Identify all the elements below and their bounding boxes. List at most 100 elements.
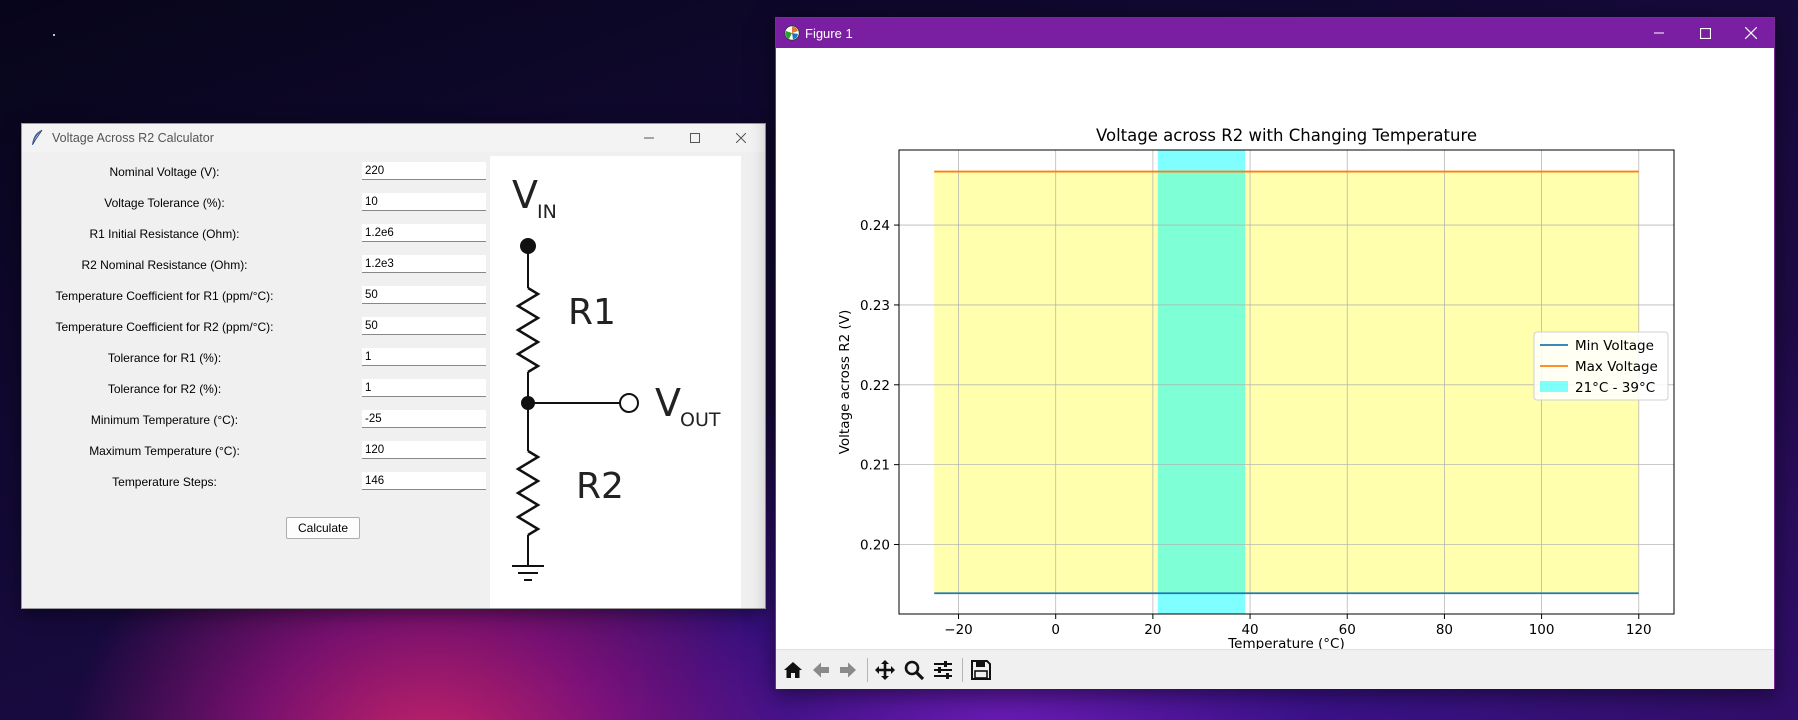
zoom-icon [904, 660, 925, 681]
axes-frame [898, 149, 1675, 615]
y-axis-label: Voltage across R2 (V) [837, 310, 853, 455]
calculator-window-title: Voltage Across R2 Calculator [52, 131, 214, 145]
field-label: R2 Nominal Resistance (Ohm): [81, 258, 248, 272]
legend-label: Max Voltage [1575, 359, 1658, 375]
calculate-button[interactable]: Calculate [286, 517, 360, 539]
form-row: R2 Nominal Resistance (Ohm): [22, 255, 512, 277]
field-input[interactable] [362, 286, 486, 304]
x-tick-label: −20 [944, 622, 973, 638]
field-label: Tolerance for R2 (%): [107, 382, 222, 396]
x-tick-label: 20 [1144, 622, 1161, 638]
back-button[interactable] [808, 657, 834, 683]
field-label: Maximum Temperature (°C): [89, 444, 240, 458]
zoom-button[interactable] [901, 657, 927, 683]
figure-close-button[interactable] [1728, 18, 1774, 48]
configure-subplots-button[interactable] [930, 657, 956, 683]
highlight-span [1157, 150, 1246, 614]
figure-canvas[interactable]: −20 0 20 40 60 80 100 120 0.20 0.21 0.22 0.23 0.24 Vo… [776, 48, 1774, 652]
field-input[interactable] [362, 410, 486, 428]
close-icon [1745, 27, 1757, 39]
circuit-diagram: V IN R1 V OUT R2 [490, 156, 741, 608]
back-icon [813, 662, 829, 678]
figure-window-title: Figure 1 [805, 26, 853, 41]
minimize-icon [1654, 32, 1664, 34]
field-input[interactable] [362, 162, 486, 180]
minimize-icon [644, 137, 654, 139]
desktop-speck [53, 34, 55, 36]
form-row: Voltage Tolerance (%): [22, 193, 512, 215]
field-input[interactable] [362, 348, 486, 366]
forward-icon [840, 662, 856, 678]
maximize-button[interactable] [672, 124, 718, 152]
close-icon [736, 133, 746, 143]
field-input[interactable] [362, 317, 486, 335]
form-row: Tolerance for R2 (%): [22, 379, 512, 401]
vin-subscript: IN [537, 201, 557, 223]
x-tick-label: 60 [1339, 622, 1356, 638]
maximize-icon [690, 133, 700, 143]
field-label: R1 Initial Resistance (Ohm): [89, 227, 240, 241]
figure-window: Figure 1 −20 0 20 40 60 80 100 120 0.20 0.21 0.22 0… [775, 17, 1775, 689]
field-label: Minimum Temperature (°C): [90, 413, 239, 427]
r2-label: R2 [576, 466, 624, 507]
figure-minimize-button[interactable] [1636, 18, 1682, 48]
form-row: R1 Initial Resistance (Ohm): [22, 224, 512, 246]
field-input[interactable] [362, 255, 486, 273]
field-label: Temperature Steps: [112, 475, 217, 489]
form-row: Tolerance for R1 (%): [22, 348, 512, 370]
calculator-right-panel [741, 156, 765, 608]
calculator-titlebar[interactable]: Voltage Across R2 Calculator [22, 124, 765, 152]
field-input[interactable] [362, 224, 486, 242]
feather-icon [32, 129, 43, 145]
close-button[interactable] [718, 124, 764, 152]
field-input[interactable] [362, 472, 486, 490]
ground-symbol [512, 565, 544, 581]
maximize-icon [1699, 27, 1711, 39]
y-tick-label: 0.24 [860, 218, 890, 234]
chart: −20 0 20 40 60 80 100 120 0.20 0.21 0.22 0.23 0.24 Vo… [837, 126, 1675, 652]
chart-title: Voltage across R2 with Changing Temperat… [1096, 126, 1477, 145]
vin-label: V [512, 173, 538, 217]
field-label: Tolerance for R1 (%): [107, 351, 222, 365]
x-axis-label: Temperature (°C) [1227, 636, 1345, 649]
x-tick-label: 40 [1241, 622, 1258, 638]
figure-titlebar[interactable]: Figure 1 [776, 18, 1774, 48]
matplotlib-icon [784, 25, 800, 41]
field-input[interactable] [362, 379, 486, 397]
legend-label: 21°C - 39°C [1575, 380, 1655, 396]
vout-terminal [619, 393, 639, 413]
x-tick-label: 120 [1626, 622, 1652, 638]
forward-button[interactable] [835, 657, 861, 683]
toolbar-separator [962, 658, 963, 682]
calculator-window: Voltage Across R2 Calculator Nominal Vol… [21, 123, 766, 609]
home-icon [784, 662, 802, 678]
r1-resistor [515, 286, 541, 374]
field-label: Nominal Voltage (V): [109, 165, 220, 179]
save-icon [971, 660, 991, 680]
field-input[interactable] [362, 441, 486, 459]
form-row: Temperature Coefficient for R1 (ppm/°C): [22, 286, 512, 308]
home-button[interactable] [780, 657, 806, 683]
x-tick-label: 100 [1529, 622, 1555, 638]
pan-button[interactable] [872, 657, 898, 683]
navigation-toolbar [776, 649, 1774, 689]
y-tick-label: 0.22 [860, 378, 890, 394]
configure-subplots-icon [934, 661, 952, 679]
fill-between-area [934, 171, 1639, 594]
save-button[interactable] [968, 657, 994, 683]
vout-label: V [655, 381, 681, 425]
minimize-button[interactable] [626, 124, 672, 152]
field-input[interactable] [362, 193, 486, 211]
y-tick-label: 0.23 [860, 298, 890, 314]
x-tick-label: 0 [1051, 622, 1060, 638]
y-tick-label: 0.21 [860, 458, 890, 474]
field-label: Voltage Tolerance (%): [104, 196, 225, 210]
figure-maximize-button[interactable] [1682, 18, 1728, 48]
field-label: Temperature Coefficient for R1 (ppm/°C): [55, 289, 274, 303]
form-row: Minimum Temperature (°C): [22, 410, 512, 432]
form-row: Nominal Voltage (V): [22, 162, 512, 184]
legend-label: Min Voltage [1575, 338, 1654, 354]
r1-label: R1 [568, 292, 616, 333]
form-row: Temperature Steps: [22, 472, 512, 494]
vout-subscript: OUT [680, 409, 721, 431]
